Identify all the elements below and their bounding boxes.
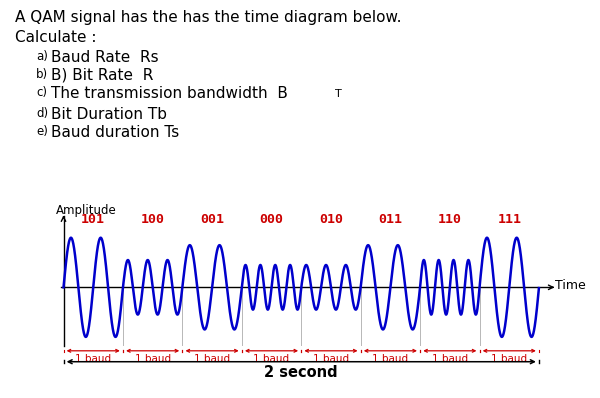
Text: 1 baud: 1 baud bbox=[75, 353, 111, 363]
Text: a): a) bbox=[36, 50, 48, 63]
Text: d): d) bbox=[36, 107, 48, 121]
Text: 101: 101 bbox=[81, 213, 105, 226]
Text: 110: 110 bbox=[438, 213, 462, 226]
Text: 1 baud: 1 baud bbox=[432, 353, 468, 363]
Text: 1 baud: 1 baud bbox=[253, 353, 290, 363]
Text: 001: 001 bbox=[200, 213, 224, 226]
Text: 1 baud: 1 baud bbox=[313, 353, 349, 363]
Text: 100: 100 bbox=[140, 213, 164, 226]
Text: Calculate :: Calculate : bbox=[15, 30, 97, 45]
Text: Baud Rate  Rs: Baud Rate Rs bbox=[51, 50, 158, 65]
Text: 010: 010 bbox=[319, 213, 343, 226]
Text: 2 second: 2 second bbox=[265, 365, 338, 380]
Text: Baud duration Ts: Baud duration Ts bbox=[51, 125, 179, 140]
Text: 111: 111 bbox=[497, 213, 521, 226]
Text: 1 baud: 1 baud bbox=[134, 353, 171, 363]
Text: b): b) bbox=[36, 68, 48, 81]
Text: B) Bit Rate  R: B) Bit Rate R bbox=[51, 68, 154, 83]
Text: T: T bbox=[335, 89, 341, 99]
Text: A QAM signal has the has the time diagram below.: A QAM signal has the has the time diagra… bbox=[15, 10, 401, 25]
Text: 1 baud: 1 baud bbox=[194, 353, 230, 363]
Text: Time: Time bbox=[555, 279, 586, 292]
Text: 011: 011 bbox=[379, 213, 403, 226]
Text: c): c) bbox=[36, 86, 47, 99]
Text: 000: 000 bbox=[260, 213, 284, 226]
Text: e): e) bbox=[36, 125, 48, 139]
Text: 1 baud: 1 baud bbox=[491, 353, 527, 363]
Text: Amplitude: Amplitude bbox=[56, 204, 117, 217]
Text: Bit Duration Tb: Bit Duration Tb bbox=[51, 107, 167, 123]
Text: 1 baud: 1 baud bbox=[373, 353, 409, 363]
Text: The transmission bandwidth  B: The transmission bandwidth B bbox=[51, 86, 288, 101]
